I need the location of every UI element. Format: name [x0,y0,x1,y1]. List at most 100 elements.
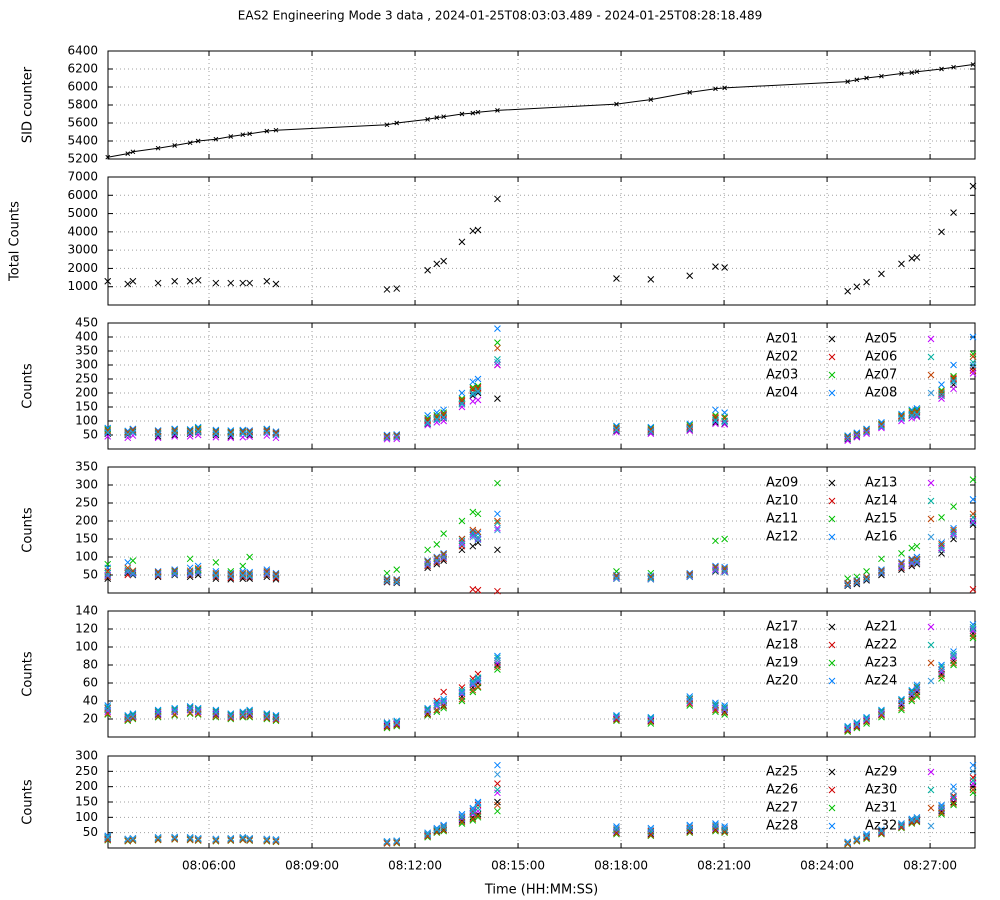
data-point [969,364,977,372]
data-point [129,712,137,720]
data-point [474,226,482,234]
data-point [613,573,620,581]
legend-marker [828,479,836,487]
data-point [863,574,870,582]
data-point [239,572,247,580]
y-tick-label: 100 [75,810,98,824]
data-point [129,568,137,576]
data-point [647,573,655,581]
legend-label: Az17 [766,620,798,635]
data-point [129,713,137,721]
data-point [424,705,431,713]
data-point [227,573,235,580]
data-point [913,684,921,691]
data-point [124,431,132,438]
data-point [171,427,179,434]
data-point [712,416,719,423]
data-point [969,767,977,775]
data-point [246,553,253,561]
data-point [154,429,162,437]
y-tick-label: 6000 [67,80,98,94]
data-point [171,568,179,575]
data-point [913,254,921,261]
data-point [212,429,220,437]
data-point [494,807,501,815]
data-point [129,569,137,577]
data-point [246,570,253,577]
data-point [494,358,501,366]
data-point [950,532,957,539]
legend-marker [927,515,935,523]
legend-label: Az02 [766,350,798,365]
data-point [494,356,501,363]
data-point [227,279,235,287]
data-point [433,708,441,716]
data-point [494,361,501,369]
legend-label: Az26 [766,783,798,798]
data-point [384,122,390,128]
data-point [494,587,501,595]
data-point [613,572,620,580]
data-point [212,569,220,577]
data-point [383,575,391,582]
data-point [124,559,132,566]
data-point [469,227,477,235]
data-point [459,111,465,117]
data-point [613,714,620,722]
data-point [938,806,945,814]
data-point [154,568,162,576]
legend-marker [927,353,935,361]
data-point [712,537,719,545]
data-point [938,667,945,674]
data-point [647,575,655,583]
data-point [721,703,728,711]
data-point [104,833,112,841]
data-point [863,715,870,723]
data-point [247,131,252,137]
data-point [239,570,247,578]
data-point [494,789,501,797]
legend-marker [828,677,836,685]
data-point [474,535,482,543]
x-tick-label: 08:24:00 [800,859,854,873]
data-point [969,358,977,366]
y-tick-label: 100 [75,550,98,564]
data-point [212,430,220,438]
data-point [494,524,501,532]
data-point [899,71,904,76]
data-point [712,263,719,270]
data-point [263,427,271,434]
data-point [213,136,219,142]
data-point [129,835,137,842]
data-point [853,579,861,587]
data-point [424,832,431,840]
data-point [863,834,870,842]
data-point [474,375,482,383]
data-point [613,575,620,582]
data-point [263,714,271,722]
data-point [130,149,136,155]
data-point [879,73,884,79]
data-point [969,625,977,633]
data-point [878,710,885,717]
data-point [938,395,945,402]
data-point [613,827,620,835]
legend-marker [828,768,836,776]
data-point [424,421,431,429]
legend-marker [828,371,836,379]
legend-marker [828,641,836,649]
legend-marker [828,822,836,830]
data-point [474,528,482,536]
x-tick-label: 08:06:00 [182,859,236,873]
data-point [908,544,916,552]
y-tick-label: 40 [83,694,98,708]
data-point [722,85,727,91]
data-point [647,831,655,839]
data-point [938,386,945,394]
data-point [898,699,905,707]
data-point [969,761,977,769]
data-point [898,562,905,570]
data-point [647,575,655,582]
data-point [686,694,694,702]
